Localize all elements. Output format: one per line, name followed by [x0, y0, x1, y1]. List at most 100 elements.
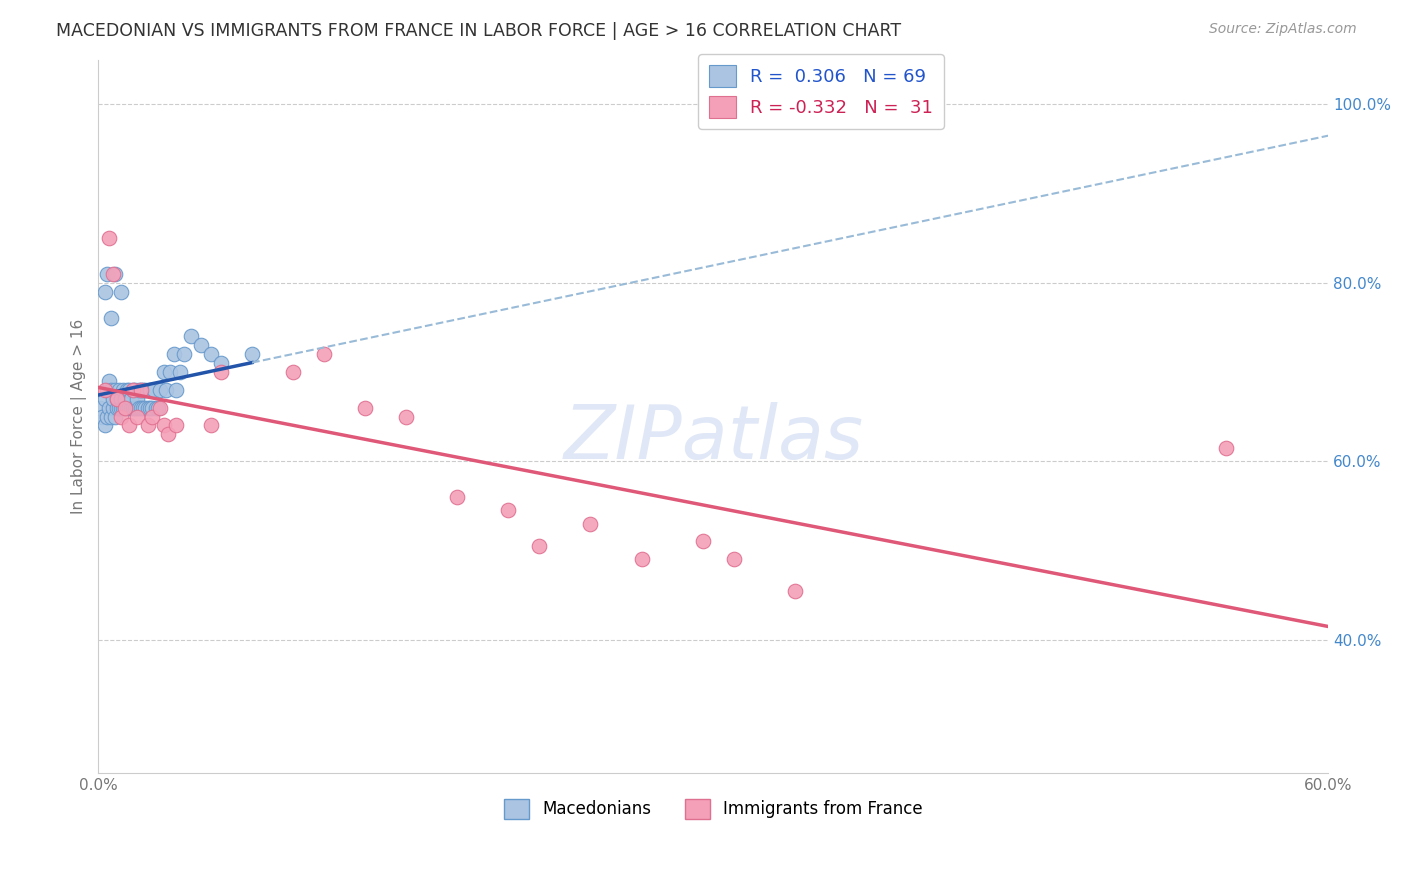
Point: [132, 401, 155, 415]
Point: [120, 401, 142, 415]
Point: [97, 374, 120, 388]
Point: [142, 383, 165, 397]
Point: [96, 383, 118, 397]
Point: [153, 418, 176, 433]
Point: [145, 401, 167, 415]
Point: [200, 347, 222, 361]
Point: [111, 383, 134, 397]
Point: [395, 409, 418, 424]
Point: [446, 490, 468, 504]
Point: [110, 392, 132, 406]
Point: [353, 401, 375, 415]
Point: [101, 401, 124, 415]
Point: [200, 418, 222, 433]
Point: [141, 409, 163, 424]
Point: [180, 329, 202, 343]
Point: [115, 401, 138, 415]
Text: ZIPatlas: ZIPatlas: [564, 402, 863, 474]
Point: [118, 418, 141, 433]
Point: [110, 401, 132, 415]
Point: [111, 401, 134, 415]
Point: [108, 401, 131, 415]
Point: [124, 401, 146, 415]
Point: [110, 409, 132, 424]
Point: [114, 401, 136, 415]
Point: [93, 418, 115, 433]
Point: [93, 392, 115, 406]
Point: [209, 365, 232, 379]
Point: [527, 539, 550, 553]
Point: [114, 392, 136, 406]
Point: [97, 231, 120, 245]
Point: [110, 285, 132, 299]
Point: [100, 311, 122, 326]
Point: [155, 383, 177, 397]
Point: [630, 552, 652, 566]
Point: [115, 383, 138, 397]
Point: [89, 401, 111, 415]
Point: [131, 383, 153, 397]
Point: [723, 552, 745, 566]
Point: [173, 347, 195, 361]
Point: [122, 401, 145, 415]
Point: [1215, 441, 1237, 455]
Point: [149, 383, 172, 397]
Point: [101, 392, 124, 406]
Point: [134, 401, 156, 415]
Point: [120, 392, 142, 406]
Point: [131, 383, 153, 397]
Point: [209, 356, 232, 370]
Point: [240, 347, 263, 361]
Point: [105, 392, 128, 406]
Point: [165, 418, 187, 433]
Point: [114, 401, 136, 415]
Point: [96, 409, 118, 424]
Point: [312, 347, 335, 361]
Point: [100, 383, 122, 397]
Point: [153, 365, 176, 379]
Point: [122, 383, 145, 397]
Point: [163, 347, 186, 361]
Point: [105, 392, 128, 406]
Legend: Macedonians, Immigrants from France: Macedonians, Immigrants from France: [498, 792, 929, 826]
Point: [132, 383, 155, 397]
Point: [104, 409, 127, 424]
Y-axis label: In Labor Force | Age > 16: In Labor Force | Age > 16: [72, 319, 87, 514]
Point: [128, 383, 150, 397]
Point: [93, 383, 115, 397]
Point: [118, 383, 141, 397]
Point: [141, 401, 163, 415]
Point: [149, 401, 172, 415]
Point: [105, 401, 128, 415]
Point: [136, 418, 159, 433]
Point: [190, 338, 212, 352]
Point: [498, 503, 520, 517]
Point: [118, 401, 141, 415]
Point: [579, 516, 602, 531]
Point: [124, 383, 146, 397]
Point: [97, 401, 120, 415]
Point: [281, 365, 304, 379]
Point: [91, 409, 114, 424]
Point: [131, 401, 153, 415]
Point: [159, 365, 181, 379]
Point: [692, 534, 714, 549]
Point: [169, 365, 191, 379]
Point: [138, 401, 160, 415]
Point: [101, 267, 124, 281]
Point: [134, 383, 156, 397]
Point: [108, 383, 131, 397]
Point: [127, 392, 149, 406]
Point: [104, 383, 127, 397]
Point: [785, 583, 807, 598]
Point: [138, 383, 160, 397]
Point: [157, 427, 180, 442]
Text: Source: ZipAtlas.com: Source: ZipAtlas.com: [1209, 22, 1357, 37]
Point: [127, 401, 149, 415]
Point: [100, 409, 122, 424]
Point: [165, 383, 187, 397]
Point: [93, 285, 115, 299]
Text: MACEDONIAN VS IMMIGRANTS FROM FRANCE IN LABOR FORCE | AGE > 16 CORRELATION CHART: MACEDONIAN VS IMMIGRANTS FROM FRANCE IN …: [56, 22, 901, 40]
Point: [104, 267, 127, 281]
Point: [127, 409, 149, 424]
